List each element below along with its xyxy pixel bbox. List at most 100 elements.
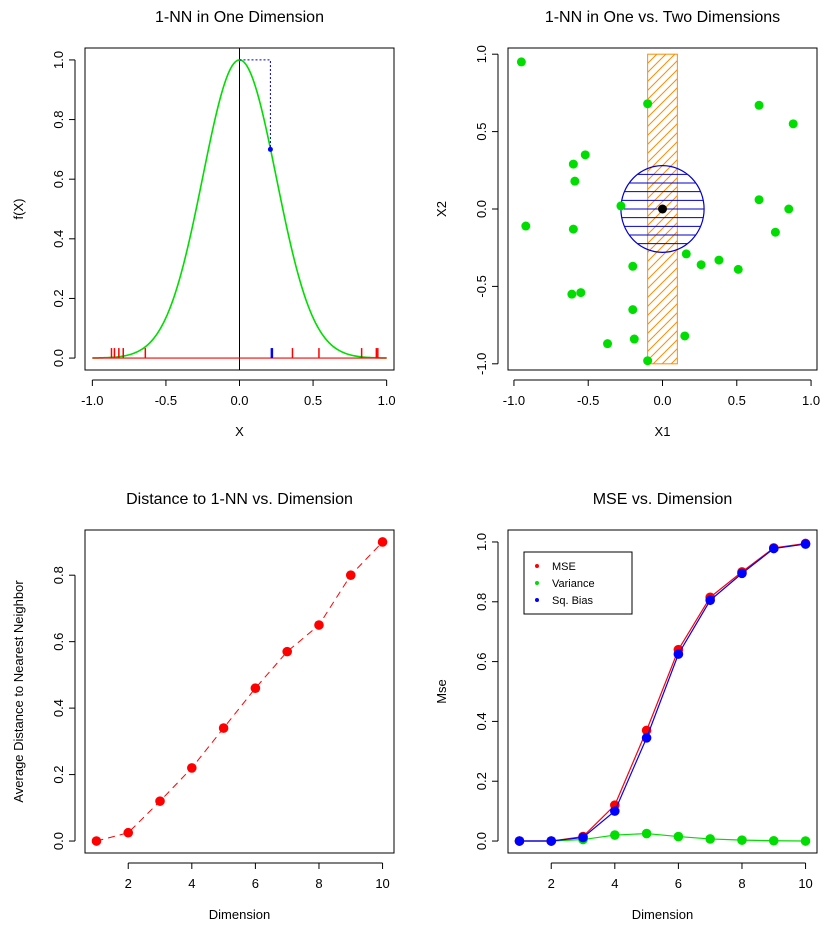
- y-tick-label: 0.0: [474, 200, 489, 218]
- data-point-sq-bias: [578, 832, 588, 843]
- target-point: [658, 204, 667, 214]
- y-tick-label: 0.0: [51, 832, 66, 850]
- y-tick-label: 0.6: [51, 170, 66, 188]
- x-axis-label: Dimension: [632, 907, 693, 922]
- y-tick-label: -1.0: [474, 353, 489, 375]
- scatter-point: [616, 201, 626, 211]
- y-axis-label: X2: [434, 201, 449, 217]
- data-point-sq-bias: [705, 595, 715, 606]
- y-tick-label: 0.8: [51, 111, 66, 129]
- scatter-point: [576, 288, 586, 298]
- scatter-point: [680, 331, 690, 341]
- scatter-point: [516, 57, 526, 67]
- data-point: [123, 827, 134, 838]
- data-point-variance: [737, 835, 747, 845]
- x-tick-label: 2: [548, 876, 555, 891]
- x-tick-label: 4: [188, 876, 195, 891]
- x-tick-label: 6: [675, 876, 682, 891]
- scatter-point: [733, 264, 743, 274]
- scatter-point: [696, 260, 706, 270]
- scatter-point: [629, 334, 639, 344]
- y-tick-label: 1.0: [51, 51, 66, 69]
- y-tick-label: 1.0: [474, 533, 489, 551]
- scatter-point: [568, 159, 578, 169]
- scatter-point: [580, 150, 590, 160]
- y-tick-label: 0.2: [51, 289, 66, 307]
- scatter-point: [570, 176, 580, 186]
- data-point-sq-bias: [673, 649, 684, 659]
- data-point: [345, 570, 356, 580]
- x-axis-label: X: [235, 424, 244, 439]
- y-tick-label: 0.6: [51, 633, 66, 651]
- scatter-point: [788, 119, 798, 129]
- scatter-point: [714, 255, 724, 265]
- x-tick-label: 2: [125, 876, 132, 891]
- data-point: [187, 763, 197, 773]
- data-point-variance: [768, 835, 779, 846]
- data-point: [155, 796, 165, 806]
- x-tick-label: 1.0: [378, 393, 396, 408]
- y-tick-label: 0.6: [474, 653, 489, 671]
- data-point-variance: [641, 828, 652, 839]
- legend-marker: [535, 564, 539, 568]
- x-tick-label: -0.5: [155, 393, 177, 408]
- scatter-point: [643, 356, 653, 366]
- scatter-point: [521, 221, 531, 231]
- x-tick-label: 4: [611, 876, 618, 891]
- scatter-point: [754, 195, 764, 205]
- y-tick-label: 0.0: [51, 349, 66, 367]
- scatter-point: [603, 339, 613, 349]
- scatter-point: [568, 224, 578, 234]
- x-tick-label: 0.5: [728, 393, 746, 408]
- data-point-variance: [800, 836, 811, 846]
- legend-label: Sq. Bias: [552, 595, 593, 607]
- chart-title: MSE vs. Dimension: [593, 491, 733, 508]
- chart-title: Distance to 1-NN vs. Dimension: [126, 491, 353, 508]
- data-point-variance: [673, 831, 684, 842]
- x-tick-label: 10: [375, 876, 389, 891]
- scatter-point: [754, 100, 764, 110]
- y-tick-label: 0.2: [474, 772, 489, 790]
- data-point-variance: [705, 834, 715, 844]
- data-point-sq-bias: [737, 568, 747, 579]
- y-tick-label: 0.2: [51, 766, 66, 784]
- y-axis-label: f(X): [11, 199, 26, 220]
- scatter-point: [567, 289, 577, 299]
- y-tick-label: 0.4: [474, 712, 489, 730]
- y-tick-label: 0.8: [51, 566, 66, 584]
- y-tick-label: 0.5: [474, 123, 489, 141]
- x-tick-label: -1.0: [503, 393, 525, 408]
- plot-frame: [507, 529, 818, 854]
- data-point-sq-bias: [768, 543, 779, 554]
- legend-box: [523, 551, 633, 615]
- series-line: [96, 541, 383, 842]
- x-tick-label: 1.0: [802, 393, 820, 408]
- x-tick-label: 10: [798, 876, 812, 891]
- x-tick-label: 0.0: [653, 393, 671, 408]
- y-tick-label: -0.5: [474, 275, 489, 297]
- data-point-sq-bias: [641, 733, 652, 743]
- data-point: [314, 620, 324, 630]
- plot-frame: [507, 47, 818, 371]
- scatter-point: [681, 249, 691, 259]
- x-tick-label: -1.0: [81, 393, 103, 408]
- legend-marker: [535, 598, 539, 602]
- chart-title: 1-NN in One vs. Two Dimensions: [545, 9, 780, 26]
- data-point: [282, 646, 292, 657]
- scatter-point: [628, 261, 638, 271]
- data-point: [91, 836, 102, 846]
- legend-marker: [535, 581, 539, 585]
- data-point-sq-bias: [546, 836, 557, 846]
- data-point-variance: [610, 830, 620, 840]
- data-point: [250, 683, 261, 693]
- legend-label: Variance: [552, 578, 595, 590]
- x-tick-label: 8: [738, 876, 745, 891]
- chart-title: 1-NN in One Dimension: [155, 9, 324, 26]
- data-point-sq-bias: [514, 836, 525, 846]
- scatter-point: [628, 305, 638, 315]
- x-axis-label: Dimension: [209, 907, 270, 922]
- data-point-sq-bias: [610, 806, 620, 816]
- dotted-guide: [239, 59, 271, 150]
- data-point: [377, 537, 388, 547]
